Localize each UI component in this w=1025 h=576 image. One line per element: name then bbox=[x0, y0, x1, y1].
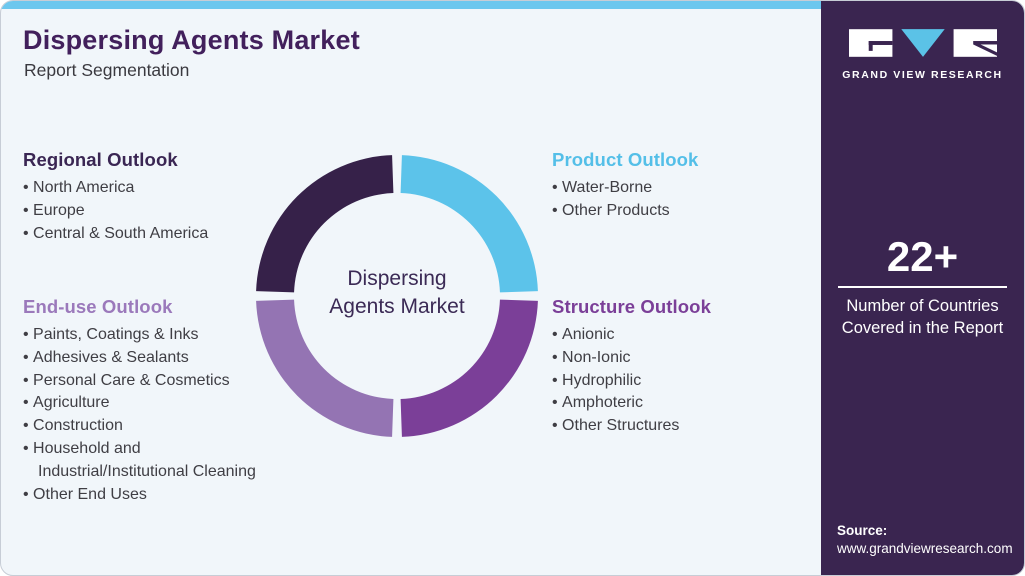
section-end-use-outlook: End-use Outlook Paints, Coatings & Inks … bbox=[23, 296, 279, 506]
list-item: Non-Ionic bbox=[552, 347, 711, 370]
donut-segment-end-use bbox=[256, 299, 394, 437]
source-url[interactable]: www.grandviewresearch.com bbox=[837, 541, 1013, 556]
list-item: Other End Uses bbox=[23, 484, 279, 507]
section-title: Product Outlook bbox=[552, 149, 699, 170]
section-title: End-use Outlook bbox=[23, 296, 173, 317]
donut-chart bbox=[256, 155, 538, 437]
source-block: Source: www.grandviewresearch.com bbox=[837, 522, 1013, 558]
section-regional-outlook: Regional Outlook North America Europe Ce… bbox=[23, 149, 208, 245]
countries-stat: 22+ Number of Countries Covered in the R… bbox=[821, 235, 1024, 339]
list-item: Agriculture bbox=[23, 392, 279, 415]
top-accent-bar bbox=[1, 1, 823, 9]
bullet-list: North America Europe Central & South Ame… bbox=[23, 177, 208, 245]
section-product-outlook: Product Outlook Water-Borne Other Produc… bbox=[552, 149, 698, 223]
list-item: Other Structures bbox=[552, 415, 711, 438]
list-item: Personal Care & Cosmetics bbox=[23, 370, 279, 393]
donut-segment-regional bbox=[256, 155, 394, 293]
page-title: Dispersing Agents Market bbox=[23, 25, 360, 55]
brand-logo-text: GRAND VIEW RESEARCH bbox=[842, 69, 1003, 81]
list-item: Water-Borne bbox=[552, 177, 698, 200]
bullet-list: Water-Borne Other Products bbox=[552, 177, 698, 223]
list-item: Europe bbox=[23, 200, 208, 223]
list-item: Central & South America bbox=[23, 223, 208, 246]
section-structure-outlook: Structure Outlook Anionic Non-Ionic Hydr… bbox=[552, 296, 711, 438]
brand-logo: GRAND VIEW RESEARCH bbox=[821, 27, 1024, 81]
bullet-list: Anionic Non-Ionic Hydrophilic Amphoteric… bbox=[552, 324, 711, 438]
donut-segment-structure bbox=[400, 299, 538, 437]
donut-center-label: Dispersing Agents Market bbox=[297, 265, 497, 321]
list-item: Household and Industrial/Institutional C… bbox=[23, 438, 279, 484]
donut-center-label-line2: Agents Market bbox=[329, 295, 465, 318]
page-subtitle: Report Segmentation bbox=[24, 60, 190, 80]
stat-value: 22+ bbox=[886, 233, 959, 280]
stat-label-line2: Covered in the Report bbox=[841, 318, 1004, 337]
bullet-list: Paints, Coatings & Inks Adhesives & Seal… bbox=[23, 324, 279, 506]
gvr-logo-icon bbox=[848, 29, 997, 57]
list-item: Adhesives & Sealants bbox=[23, 347, 279, 370]
section-title: Structure Outlook bbox=[552, 296, 711, 317]
stat-divider bbox=[838, 286, 1007, 288]
stat-label-line1: Number of Countries bbox=[846, 297, 999, 315]
list-item: Paints, Coatings & Inks bbox=[23, 324, 279, 347]
sidebar-panel: GRAND VIEW RESEARCH 22+ Number of Countr… bbox=[821, 1, 1024, 575]
list-item: North America bbox=[23, 177, 208, 200]
section-title: Regional Outlook bbox=[23, 149, 178, 170]
list-item: Hydrophilic bbox=[552, 370, 711, 393]
donut-segment-product bbox=[400, 155, 538, 293]
donut-center-label-line1: Dispersing bbox=[347, 267, 447, 290]
list-item: Anionic bbox=[552, 324, 711, 347]
list-item: Other Products bbox=[552, 200, 698, 223]
list-item: Construction bbox=[23, 415, 279, 438]
list-item: Amphoteric bbox=[552, 392, 711, 415]
source-label: Source: bbox=[837, 523, 888, 538]
